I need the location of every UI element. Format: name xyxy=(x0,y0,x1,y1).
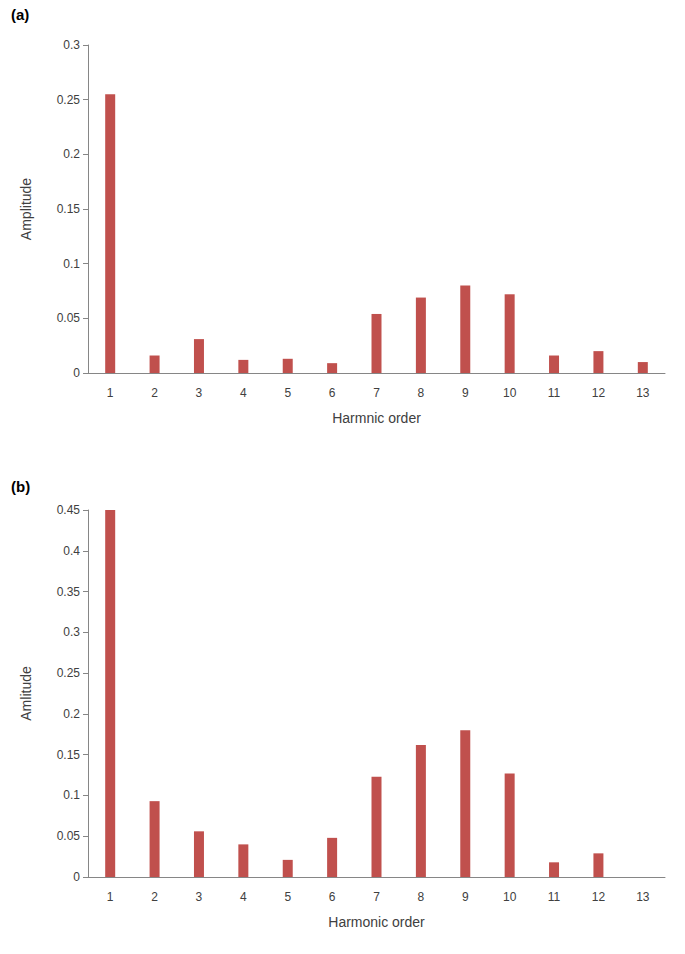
svg-text:4: 4 xyxy=(240,890,247,904)
svg-text:12: 12 xyxy=(592,386,606,400)
svg-text:12: 12 xyxy=(592,890,606,904)
svg-text:0.25: 0.25 xyxy=(57,93,81,107)
svg-text:0.1: 0.1 xyxy=(63,257,80,271)
svg-text:9: 9 xyxy=(462,386,469,400)
svg-text:Amplitude: Amplitude xyxy=(18,178,34,240)
svg-text:7: 7 xyxy=(373,890,380,904)
svg-text:0.35: 0.35 xyxy=(57,585,81,599)
svg-text:2: 2 xyxy=(151,386,158,400)
svg-text:Harmnic order: Harmnic order xyxy=(332,410,421,426)
svg-text:3: 3 xyxy=(196,386,203,400)
svg-text:7: 7 xyxy=(373,386,380,400)
svg-text:5: 5 xyxy=(284,386,291,400)
svg-text:11: 11 xyxy=(548,386,561,400)
svg-text:1: 1 xyxy=(107,386,114,400)
svg-text:(a): (a) xyxy=(11,6,29,23)
svg-text:10: 10 xyxy=(503,890,517,904)
svg-text:10: 10 xyxy=(503,386,517,400)
svg-text:0.2: 0.2 xyxy=(63,147,80,161)
svg-text:0.3: 0.3 xyxy=(63,625,80,639)
svg-text:0.3: 0.3 xyxy=(63,38,80,52)
svg-text:6: 6 xyxy=(329,890,336,904)
svg-text:8: 8 xyxy=(418,890,425,904)
svg-text:9: 9 xyxy=(462,890,469,904)
svg-text:13: 13 xyxy=(636,890,650,904)
svg-text:Amlitude: Amlitude xyxy=(18,666,34,721)
svg-text:6: 6 xyxy=(329,386,336,400)
svg-text:0.05: 0.05 xyxy=(57,829,81,843)
svg-text:3: 3 xyxy=(196,890,203,904)
svg-text:0.2: 0.2 xyxy=(63,707,80,721)
svg-text:0.05: 0.05 xyxy=(57,311,81,325)
svg-text:0.25: 0.25 xyxy=(57,666,81,680)
svg-text:0.15: 0.15 xyxy=(57,202,81,216)
svg-text:0: 0 xyxy=(73,870,80,884)
svg-text:8: 8 xyxy=(418,386,425,400)
svg-text:Harmonic order: Harmonic order xyxy=(328,914,425,930)
svg-text:4: 4 xyxy=(240,386,247,400)
svg-text:2: 2 xyxy=(151,890,158,904)
svg-text:5: 5 xyxy=(284,890,291,904)
svg-text:1: 1 xyxy=(107,890,114,904)
svg-text:13: 13 xyxy=(636,386,650,400)
svg-text:11: 11 xyxy=(548,890,561,904)
svg-text:(b): (b) xyxy=(11,478,30,495)
svg-text:0.45: 0.45 xyxy=(57,503,81,517)
svg-text:0.4: 0.4 xyxy=(63,544,80,558)
svg-text:0: 0 xyxy=(73,366,80,380)
svg-text:0.1: 0.1 xyxy=(63,788,80,802)
svg-text:0.15: 0.15 xyxy=(57,748,81,762)
